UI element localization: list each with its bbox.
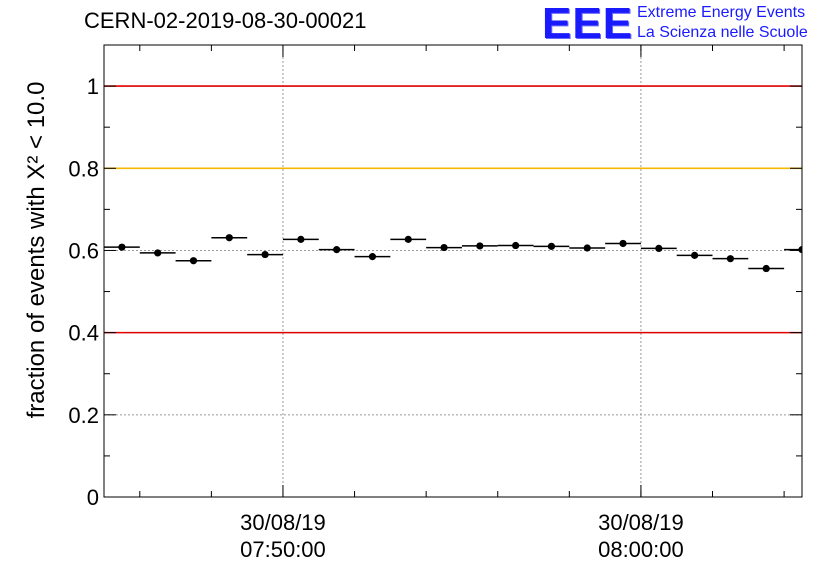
data-point <box>533 242 570 250</box>
data-marker <box>476 242 484 250</box>
data-point <box>497 241 534 250</box>
data-point <box>820 241 836 248</box>
data-marker <box>118 243 126 251</box>
data-point <box>175 257 212 265</box>
data-marker <box>512 241 520 250</box>
data-marker <box>798 246 802 254</box>
data-point <box>211 234 248 242</box>
data-point <box>104 243 140 251</box>
data-marker <box>225 234 233 242</box>
data-marker <box>547 242 556 250</box>
data-point <box>461 242 498 250</box>
data-marker <box>189 257 198 265</box>
data-point <box>354 253 391 261</box>
logo-subtitle-1: Extreme Energy Events <box>637 4 806 21</box>
eee-logo: EEE <box>542 0 634 48</box>
x-tick-label-date: 30/08/19 <box>240 510 326 535</box>
data-marker <box>655 244 663 252</box>
data-marker <box>404 235 412 243</box>
data-point <box>318 246 355 254</box>
data-point <box>426 243 462 252</box>
data-marker <box>261 250 269 259</box>
data-marker <box>368 253 377 261</box>
data-point <box>139 249 176 257</box>
data-point <box>605 239 641 248</box>
data-marker <box>619 239 627 248</box>
logo-subtitle-2: La Scienza nelle Scuole <box>637 24 808 41</box>
data-marker <box>691 251 699 259</box>
data-point <box>712 255 749 263</box>
data-point <box>748 264 785 273</box>
data-point <box>247 250 283 259</box>
x-tick-label-time: 07:50:00 <box>240 537 326 562</box>
y-tick-label: 0.8 <box>68 156 99 181</box>
y-tick-label: 0.6 <box>68 238 99 263</box>
data-marker <box>440 243 448 252</box>
data-point <box>784 246 802 254</box>
data-point <box>390 235 427 243</box>
chart-title: CERN-02-2019-08-30-00021 <box>84 8 367 33</box>
data-marker <box>297 235 305 243</box>
plot-frame <box>103 44 803 498</box>
y-tick-label: 1 <box>87 74 99 99</box>
data-marker <box>762 264 770 273</box>
data-point <box>676 251 713 259</box>
data-point <box>282 235 319 243</box>
data-marker <box>726 255 735 263</box>
data-point <box>569 244 606 252</box>
x-tick-label-time: 08:00:00 <box>598 537 684 562</box>
y-tick-label: 0 <box>87 485 99 510</box>
data-point <box>640 244 677 252</box>
x-tick-label-date: 30/08/19 <box>598 510 684 535</box>
y-tick-label: 0.2 <box>68 403 99 428</box>
data-marker <box>333 246 341 254</box>
data-marker <box>583 244 591 252</box>
y-tick-label: 0.4 <box>68 321 99 346</box>
data-marker <box>154 249 162 257</box>
